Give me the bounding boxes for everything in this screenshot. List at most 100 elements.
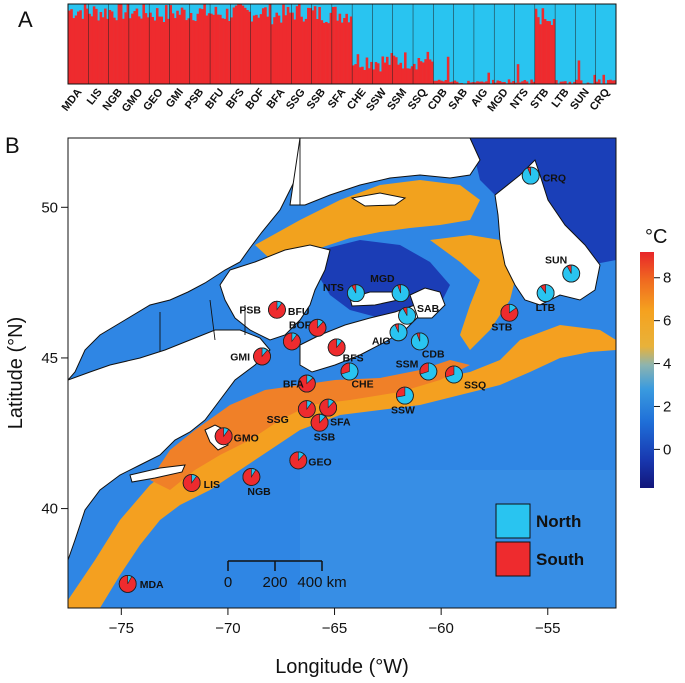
structure-bar-psb [189, 12, 193, 85]
structure-label-gmo: GMO [120, 86, 146, 114]
scale-bar: 0 200 400 km [224, 560, 347, 591]
structure-bar-stb [543, 19, 547, 84]
structure-bar-ssq [417, 57, 421, 84]
structure-bar-ssm [410, 66, 414, 84]
structure-bar-ngb [126, 4, 130, 84]
structure-bar-mgd [510, 82, 513, 84]
map-axes: −75 −70 −65 −60 −55 40 45 50 [41, 199, 560, 637]
structure-bar-crq [597, 79, 601, 84]
site-label-mda: MDA [140, 579, 164, 591]
structure-bar-geo [151, 16, 154, 85]
structure-bar-ssm [404, 52, 407, 84]
structure-bar-bof [266, 16, 270, 85]
pie-outline [419, 362, 438, 381]
pie-outline [308, 318, 327, 337]
structure-bar-ssb [311, 10, 315, 85]
structure-label-ssw: SSW [364, 86, 389, 114]
structure-bar-cdb [433, 80, 436, 84]
structure-bar-mda [86, 8, 89, 84]
pie-sab: SAB [398, 303, 440, 325]
structure-bar-psb [203, 4, 206, 84]
structure-bar-mda [77, 11, 80, 84]
structure-label-bof: BOF [243, 86, 267, 112]
structure-frame [67, 3, 617, 85]
pie-outline [346, 284, 365, 303]
site-label-crq: CRQ [543, 173, 566, 185]
structure-bar-sfa [336, 20, 339, 84]
structure-label-ssb: SSB [305, 86, 328, 111]
pie-ngb: NGB [242, 468, 271, 498]
structure-bar-crq [611, 80, 615, 84]
pie-che: CHE [340, 362, 374, 390]
structure-label-cdb: CDB [426, 86, 450, 112]
structure-bar-gmi [180, 7, 184, 84]
scale-label-200: 200 [262, 574, 287, 591]
structure-bar-ssq [413, 63, 416, 84]
structure-bar-ssm [401, 68, 405, 84]
structure-bar-cdb [435, 80, 439, 84]
structure-bar-bof [264, 7, 267, 84]
site-label-stb: STB [491, 322, 512, 334]
structure-bar-gmo [137, 16, 141, 85]
structure-bar-ssb [325, 21, 328, 84]
structure-bar-che [352, 65, 355, 84]
structure-bar-gmo [131, 13, 134, 84]
structure-bar-sfa [338, 13, 342, 84]
pie-gmi: GMI [230, 347, 271, 366]
structure-bar-aig [473, 82, 477, 84]
structure-bar-mda [79, 10, 82, 84]
structure-bar-aig [485, 81, 488, 84]
structure-bar-bof [250, 21, 254, 84]
structure-bar-ngb [124, 12, 127, 84]
structure-bar-ssq [426, 51, 430, 84]
structure-bar-gmi [187, 18, 191, 84]
pie-ssb: SSB [310, 413, 336, 444]
structure-bar-crq [595, 81, 599, 84]
structure-bar-sab [469, 82, 472, 84]
structure-bar-ngb [117, 4, 121, 84]
structure-label-mgd: MGD [485, 86, 510, 114]
structure-bar-sun [593, 74, 597, 84]
pie-outline [289, 451, 308, 470]
structure-bar-ngb [119, 4, 123, 84]
structure-bar-mgd [512, 81, 515, 84]
site-label-psb: PSB [239, 305, 261, 317]
structure-bar-ssq [422, 62, 425, 84]
colorbar-tick-label: 8 [663, 270, 671, 287]
structure-bar-ltb [559, 81, 563, 84]
pie-outline [268, 300, 286, 319]
structure-bar-stb [548, 21, 551, 85]
pie-outline [182, 474, 201, 492]
cluster-legend: North South [495, 503, 584, 577]
structure-bar-bfs [237, 4, 240, 84]
structure-label-bfs: BFS [224, 86, 247, 111]
pie-ltb: LTB [536, 284, 556, 314]
structure-bar-sfa [340, 22, 344, 85]
structure-bar-bof [252, 15, 256, 85]
site-label-nts: NTS [323, 282, 344, 294]
structure-bar-lis [97, 20, 100, 84]
structure-bar-bfa [279, 22, 283, 84]
structure-bar-ssq [415, 69, 418, 84]
structure-bar-bfu [214, 6, 218, 84]
y-tick-label: 40 [41, 501, 58, 518]
structure-bar-ssb [320, 20, 324, 84]
land-quebec-north [289, 138, 481, 206]
structure-bar-geo [160, 16, 164, 85]
structure-bar-cdb [444, 80, 448, 84]
site-label-che: CHE [351, 378, 373, 390]
structure-bar-aig [478, 81, 481, 84]
pie-outline [242, 468, 261, 486]
structure-bar-ssq [424, 59, 427, 84]
structure-label-sun: SUN [568, 86, 592, 112]
legend-north-label: North [536, 512, 581, 531]
structure-bar-sun [575, 79, 578, 84]
colorbar-gradient [640, 252, 654, 488]
structure-bar-ssq [431, 61, 434, 84]
structure-bar-sfa [345, 13, 348, 84]
structure-population-labels: MDA LISNGBGMOGEOGMIPSBBFUBFSBOFBFASSGSSBS… [60, 86, 613, 115]
site-label-mgd: MGD [370, 273, 395, 285]
structure-bar-stb [550, 24, 554, 84]
structure-bar-stb [541, 8, 545, 85]
